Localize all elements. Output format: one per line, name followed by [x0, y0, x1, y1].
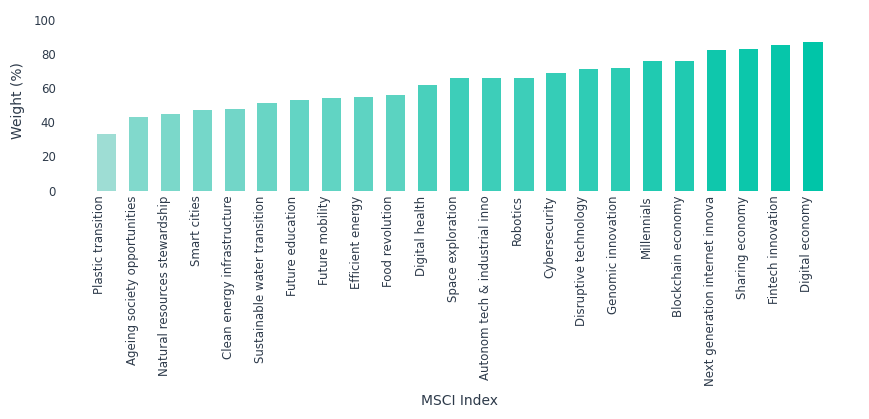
Bar: [546, 72, 565, 191]
Bar: [578, 69, 597, 191]
Y-axis label: Weight (%): Weight (%): [11, 62, 25, 139]
Bar: [449, 78, 468, 191]
Bar: [802, 42, 822, 191]
Bar: [610, 67, 629, 191]
Bar: [225, 109, 244, 191]
Bar: [642, 61, 661, 191]
Bar: [96, 134, 116, 191]
X-axis label: MSCI Index: MSCI Index: [421, 394, 498, 408]
Bar: [161, 114, 180, 191]
Bar: [386, 95, 405, 191]
Bar: [739, 49, 758, 191]
Bar: [354, 96, 373, 191]
Bar: [770, 45, 790, 191]
Bar: [674, 61, 693, 191]
Bar: [514, 78, 533, 191]
Bar: [322, 98, 341, 191]
Bar: [257, 103, 276, 191]
Bar: [481, 78, 501, 191]
Bar: [417, 85, 437, 191]
Bar: [706, 50, 726, 191]
Bar: [193, 110, 212, 191]
Bar: [129, 117, 148, 191]
Bar: [289, 100, 308, 191]
